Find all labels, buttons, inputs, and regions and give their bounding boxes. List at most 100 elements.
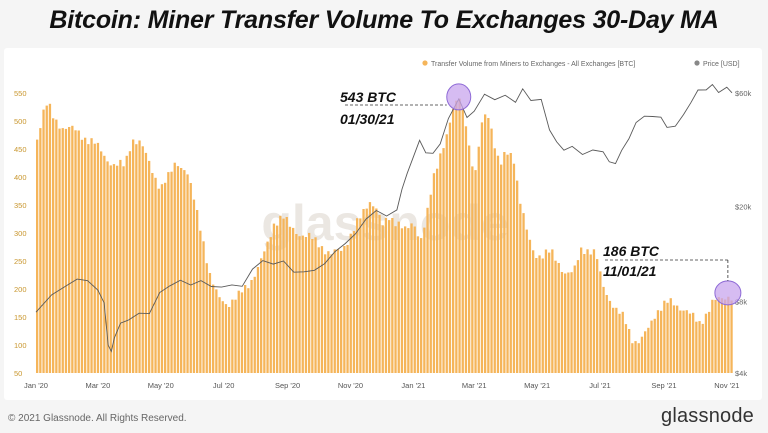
annotation-value-latest: 186 BTC [603,243,660,259]
volume-bar [688,313,692,373]
volume-bar [426,207,429,373]
volume-bar [122,166,125,373]
volume-bar [234,299,237,373]
volume-bar [618,313,621,373]
volume-bar [55,119,58,373]
volume-bar [471,166,474,373]
volume-bar [724,299,727,373]
y-left-tick-label: 500 [14,117,27,126]
volume-bar [189,183,192,373]
volume-bar [237,290,240,373]
volume-bar [628,329,631,373]
volume-bar [160,184,164,373]
volume-bar [58,128,61,373]
volume-bar [148,160,151,373]
volume-bar [612,307,615,373]
volume-bar [666,302,669,373]
volume-bar [205,263,208,373]
legend-label-price: Price [USD] [703,61,740,68]
volume-bar [61,128,64,373]
volume-bar [656,310,660,373]
volume-bar [183,170,186,373]
volume-bar [308,232,311,373]
volume-bar [557,263,560,373]
volume-bar [676,305,679,373]
volume-bar [538,255,541,373]
volume-bar [669,298,672,373]
volume-bar [170,171,173,373]
volume-bar [100,151,103,373]
volume-bar [640,336,644,373]
volume-bar [519,203,522,373]
volume-bar [509,153,512,373]
volume-bar [730,300,733,373]
volume-bar [592,249,596,373]
volume-bar [192,199,196,373]
volume-bar [439,153,442,373]
volume-bar [80,139,84,373]
volume-bar [292,227,295,373]
volume-bar [660,310,663,373]
volume-bar [634,341,637,373]
legend-marker-price [694,60,700,66]
volume-bar [429,194,432,373]
volume-bar [394,226,397,373]
x-tick-label: Jan '21 [401,381,425,390]
volume-bar [397,221,400,373]
volume-bar [480,122,484,374]
volume-bar [231,299,234,373]
y-left-tick-label: 300 [14,229,27,238]
volume-bar [128,151,132,373]
volume-bar [589,254,592,373]
volume-bar [711,299,714,373]
annotation-date-latest: 11/01/21 [603,263,657,279]
volume-bar [288,226,292,373]
volume-bar [263,251,266,373]
volume-bar [372,206,375,373]
volume-bar [500,164,503,373]
volume-bar [359,218,362,373]
volume-bar [144,152,148,373]
volume-bar [423,227,426,373]
volume-bar [208,273,212,373]
volume-bar [39,128,42,373]
volume-bar [455,100,458,373]
volume-bar [384,217,388,373]
volume-bar [253,276,256,373]
volume-bar [228,307,231,373]
volume-bar [506,154,509,373]
y-left-tick-label: 250 [14,257,27,266]
volume-bar [109,165,112,373]
annotation-value-peak: 543 BTC [340,89,397,105]
volume-bar [496,155,500,373]
volume-bar [349,233,352,373]
x-tick-label: Mar '21 [462,381,487,390]
highlight-circle-peak [446,83,472,111]
annotation-date-peak: 01/30/21 [340,111,395,127]
volume-bar [346,245,349,373]
volume-bar [77,130,80,373]
volume-bar [516,180,519,373]
volume-bar [701,323,704,373]
volume-bar [532,250,535,373]
volume-bar [132,139,135,373]
volume-bar [704,313,708,373]
volume-bar [650,320,653,373]
y-left-tick-label: 150 [14,313,27,322]
volume-bar [330,254,333,373]
volume-bar [512,163,516,373]
volume-bar [679,310,682,373]
volume-bar [708,311,711,373]
volume-bar [544,249,548,373]
volume-bar [663,300,666,373]
legend-marker-volume [422,60,428,66]
volume-bar [218,297,221,373]
volume-bar [215,289,218,373]
volume-bar [436,168,439,373]
volume-bar [672,305,676,373]
volume-bar [551,249,554,373]
volume-bar [583,254,586,373]
volume-bar [314,237,317,373]
volume-bar [260,258,263,373]
volume-bar [522,213,525,373]
